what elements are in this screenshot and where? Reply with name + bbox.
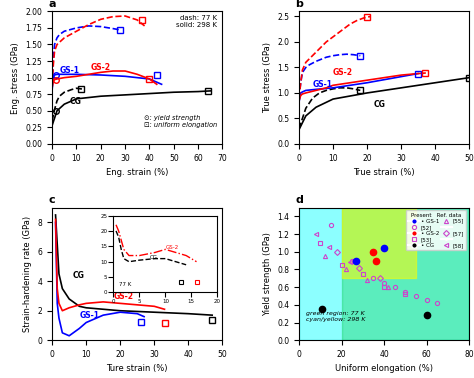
Text: ⊙: yield strength
⊡: uniform elongation: ⊙: yield strength ⊡: uniform elongation (144, 115, 217, 128)
Text: dash: 77 K
solid: 298 K: dash: 77 K solid: 298 K (176, 15, 217, 28)
Text: CG: CG (69, 96, 81, 105)
Y-axis label: True stress (GPa): True stress (GPa) (263, 42, 272, 113)
Text: a: a (49, 0, 56, 9)
Text: d: d (296, 195, 303, 205)
X-axis label: True strain (%): True strain (%) (353, 168, 415, 177)
Y-axis label: Eng. stress (GPa): Eng. stress (GPa) (11, 42, 20, 113)
X-axis label: Uniform elongation (%): Uniform elongation (%) (335, 364, 433, 373)
Text: GS-2: GS-2 (113, 292, 134, 301)
Text: c: c (49, 195, 55, 205)
Text: GS-2: GS-2 (333, 68, 353, 77)
Text: green region: 77 K
cyan/yellow: 298 K: green region: 77 K cyan/yellow: 298 K (306, 311, 365, 322)
Text: GS-1: GS-1 (79, 311, 100, 320)
Text: CG: CG (73, 271, 84, 280)
Text: GS-1: GS-1 (59, 66, 80, 75)
Legend: • GS-1, [52], • GS-2, [53], • CG, [55], , [57], , [58]: • GS-1, [52], • GS-2, [53], • CG, [55], … (406, 211, 466, 250)
X-axis label: Eng. strain (%): Eng. strain (%) (106, 168, 168, 177)
Y-axis label: Strain-hardening rate (GPa): Strain-hardening rate (GPa) (23, 216, 32, 332)
Text: GS-1: GS-1 (313, 80, 333, 89)
X-axis label: Ture strain (%): Ture strain (%) (107, 364, 168, 373)
Text: b: b (296, 0, 303, 9)
Text: GS-2: GS-2 (91, 63, 111, 72)
Text: CG: CG (374, 100, 386, 109)
Y-axis label: Yield strength (GPa): Yield strength (GPa) (263, 232, 272, 316)
